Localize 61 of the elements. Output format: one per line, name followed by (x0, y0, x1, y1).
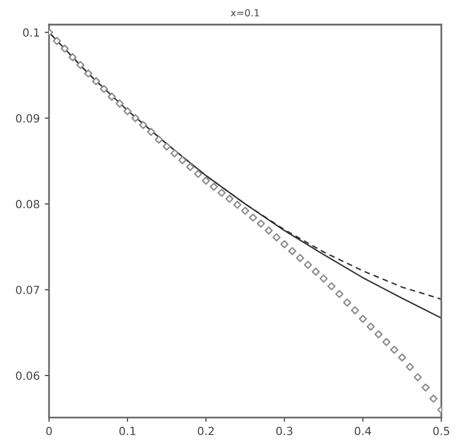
point (92, 77, 100, 86)
point (123, 107, 132, 116)
point (186, 162, 194, 172)
point (327, 282, 336, 290)
point (162, 142, 171, 151)
point (116, 99, 124, 108)
point (218, 188, 226, 197)
point (304, 260, 312, 269)
point (296, 254, 304, 262)
point (194, 170, 202, 178)
point (366, 322, 375, 331)
y-tick-label: 0.06 (16, 371, 40, 380)
point (170, 149, 179, 158)
point (272, 233, 281, 242)
point (256, 220, 265, 228)
point (139, 120, 148, 130)
point (202, 176, 210, 185)
point (335, 290, 344, 298)
point (154, 135, 163, 144)
point (414, 373, 422, 382)
x-tick-label: 0.5 (433, 426, 450, 436)
point (382, 338, 390, 346)
point (210, 182, 218, 191)
point (350, 306, 360, 314)
point (280, 240, 288, 248)
x-tick-label: 0.3 (276, 426, 292, 436)
point (320, 274, 328, 283)
point (312, 268, 320, 276)
x-tick-label: 0 (46, 426, 52, 436)
chart-title: x=0.1 (230, 9, 259, 16)
point (52, 36, 61, 46)
point (264, 226, 273, 235)
point (288, 247, 296, 256)
point (241, 206, 250, 215)
point (429, 394, 438, 403)
point (108, 92, 116, 101)
point (100, 84, 108, 94)
point (60, 44, 69, 53)
y-tick-label: 0.08 (16, 200, 40, 208)
point (343, 298, 352, 307)
point (233, 200, 242, 209)
x-tick-label: 0.4 (354, 426, 372, 436)
point (68, 53, 77, 62)
point (225, 194, 234, 203)
point (76, 60, 85, 70)
point (131, 114, 140, 122)
point (358, 314, 367, 323)
point (248, 214, 258, 222)
point (374, 330, 383, 338)
point (390, 346, 398, 354)
point (398, 353, 406, 362)
point (422, 383, 430, 392)
y-tick-label: 0.09 (16, 114, 40, 123)
x-tick-label: 0.1 (119, 426, 136, 436)
point (178, 156, 187, 164)
y-tick-label: 0.1 (23, 28, 39, 37)
point (84, 69, 92, 78)
x-tick-label: 0.2 (198, 426, 214, 436)
point (146, 128, 156, 136)
y-tick-label: 0.07 (16, 286, 40, 294)
point (406, 362, 414, 372)
